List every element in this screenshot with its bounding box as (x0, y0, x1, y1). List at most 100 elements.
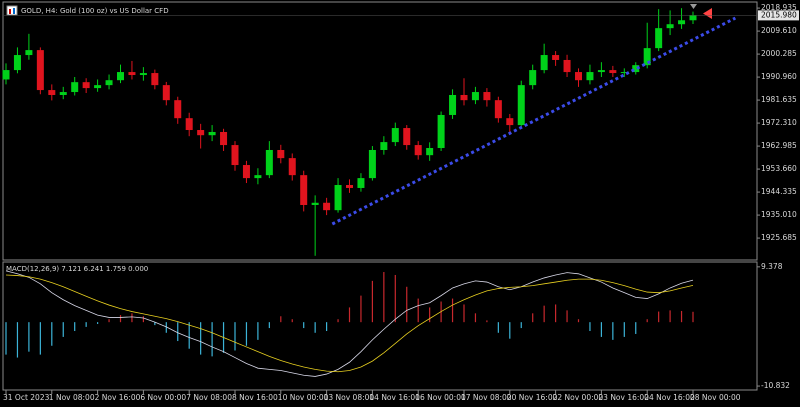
candle-body (231, 145, 239, 166)
x-tick-label: 17 Nov 08:00 (461, 393, 512, 402)
histogram-bar (131, 313, 133, 323)
histogram-bar (154, 322, 156, 326)
histogram-bar (28, 322, 30, 352)
candle-body (242, 165, 250, 179)
x-tick-label: 10 Nov 00:00 (278, 393, 329, 402)
y-tick-label: 1935.010 (761, 210, 797, 219)
candle-body (288, 158, 296, 176)
alert-marker (703, 8, 712, 19)
candle-body (208, 131, 216, 136)
candle-body (25, 50, 33, 56)
candle-body (655, 28, 663, 49)
candle-body (128, 72, 136, 76)
macd-title: MACD(12,26,9) 7.121 6.241 1.759 0.000 (6, 265, 148, 273)
histogram-bar (371, 280, 373, 323)
candle-body (437, 114, 445, 149)
candle-body (71, 82, 79, 93)
y-tick-label: 1962.985 (761, 141, 797, 150)
histogram-bar (85, 322, 87, 327)
price-panel-frame (2, 1, 758, 261)
histogram-bar (39, 322, 41, 355)
candle-body (94, 85, 102, 89)
x-tick-label: 13 Nov 08:00 (324, 393, 375, 402)
histogram-bar (257, 322, 259, 340)
candle-body (197, 130, 205, 136)
histogram-bar (314, 322, 316, 333)
histogram-bar (74, 322, 76, 332)
candle-body (552, 55, 560, 60)
x-tick-label: 22 Nov 00:00 (553, 393, 604, 402)
candle-body (643, 48, 651, 66)
histogram-bar (211, 322, 213, 357)
y-tick-label: 1990.960 (761, 72, 797, 81)
histogram-bar (337, 319, 339, 323)
candle-body (311, 202, 319, 205)
x-tick-label: 23 Nov 16:00 (598, 393, 649, 402)
histogram-bar (577, 319, 580, 323)
histogram-bar (509, 322, 511, 339)
x-tick-label: 28 Nov 00:00 (690, 393, 741, 402)
histogram-bar (200, 322, 202, 355)
candle-body (265, 149, 273, 176)
x-tick-label: 24 Nov 16:00 (644, 393, 695, 402)
candle-body (529, 70, 537, 86)
chart-title: GOLD, H4: Gold (100 oz) vs US Dollar CFD (21, 7, 169, 15)
y-tick-label: 2000.285 (761, 49, 797, 58)
x-tick-label: 1 Nov 08:00 (49, 393, 95, 402)
candle-body (185, 118, 193, 131)
candle-body (575, 72, 582, 81)
candle-body (2, 70, 10, 80)
histogram-bar (566, 310, 568, 323)
histogram-bar (692, 311, 694, 323)
macd-panel-frame (2, 261, 758, 391)
icon-bar (9, 9, 11, 14)
candle-body (254, 175, 262, 179)
x-tick-label: 20 Nov 16:00 (507, 393, 558, 402)
histogram-bar (280, 316, 282, 323)
histogram-bar (383, 272, 385, 323)
histogram-bar (326, 322, 328, 332)
candle-body (300, 175, 308, 205)
histogram-bar (646, 319, 648, 323)
candle-body (220, 131, 228, 146)
y-tick-label: 9.378 (761, 262, 783, 271)
histogram-bar (589, 322, 591, 332)
candle-body (105, 80, 113, 86)
histogram-bar (108, 319, 110, 323)
histogram-bar (612, 322, 614, 340)
histogram-bar (451, 298, 454, 323)
candle-body (368, 149, 376, 179)
candle-body (139, 73, 147, 76)
histogram-bar (291, 319, 293, 323)
histogram-bar (543, 305, 545, 323)
icon-box (6, 5, 18, 16)
macd-line (5, 270, 694, 377)
candle-body (471, 92, 479, 101)
candle-body (460, 94, 468, 101)
shift-marker (690, 4, 697, 9)
candle-body (162, 85, 170, 101)
candle-body (689, 15, 697, 21)
x-tick-label: 6 Nov 00:00 (140, 393, 186, 402)
last-price-box (758, 10, 799, 21)
histogram-bar (348, 307, 351, 323)
histogram-bar (658, 311, 660, 323)
x-tick-label: 14 Nov 16:00 (369, 393, 420, 402)
histogram-bar (234, 322, 236, 351)
x-tick-label: 31 Oct 2023 (3, 393, 50, 402)
histogram-bar (188, 322, 190, 349)
x-tick-label: 8 Nov 16:00 (232, 393, 278, 402)
histogram-bar (268, 322, 270, 329)
x-tick-label: 16 Nov 00:00 (415, 393, 466, 402)
histogram-bar (406, 286, 408, 323)
histogram-bar (16, 322, 19, 358)
y-tick-label: 2009.610 (761, 26, 797, 35)
histogram-bar (669, 310, 671, 323)
histogram-bar (97, 322, 99, 324)
histogram-bar (474, 313, 477, 323)
histogram-bar (62, 322, 64, 337)
icon-bar (13, 8, 15, 14)
last-price-label: 2015.980 (761, 10, 797, 19)
candle-body (540, 55, 548, 71)
